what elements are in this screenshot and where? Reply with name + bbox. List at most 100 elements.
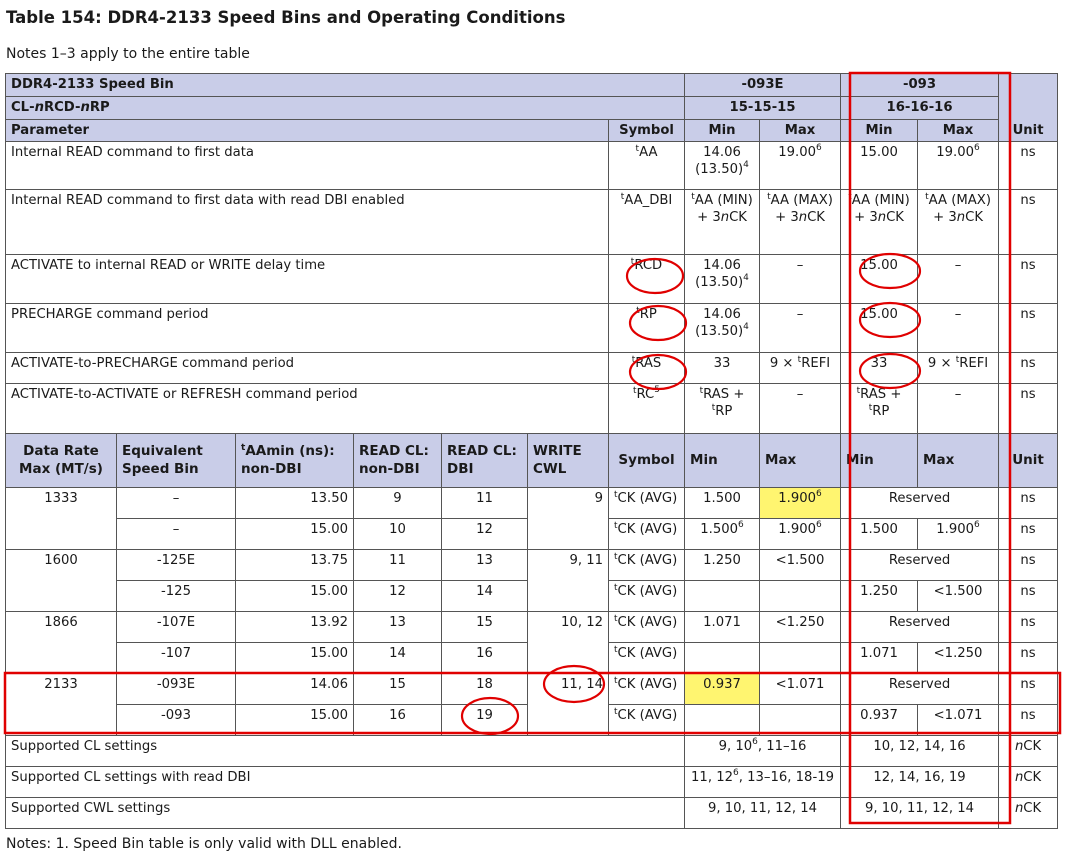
- tck-symbol: tCK (AVG): [607, 487, 686, 520]
- write-cwl-header: WRITE CWL: [527, 433, 609, 489]
- a-max: [759, 642, 842, 675]
- supported-a: 11, 126, 13–16, 18-19: [684, 766, 842, 799]
- b-max: <1.071: [917, 704, 1000, 737]
- taamin: 15.00: [235, 704, 354, 737]
- a-max: [759, 580, 842, 613]
- a-min-header-2: Min: [684, 433, 761, 489]
- supported-unit: nCK: [998, 797, 1059, 830]
- tck-symbol: tCK (AVG): [607, 704, 686, 737]
- a-max: <1.500: [759, 549, 842, 582]
- a-max: 1.9006: [759, 487, 842, 520]
- bin-a-header: -093E: [684, 73, 842, 97]
- b-min: 1.250: [840, 580, 919, 613]
- b-max: <1.500: [917, 580, 1000, 613]
- param-unit: ns: [998, 383, 1059, 435]
- speed-bin-table: DDR4-2133 Speed Bin -093E -093 Unit CL-n…: [4, 72, 1059, 830]
- param-b-min: 33: [840, 352, 919, 385]
- taamin: 15.00: [235, 642, 354, 675]
- b-max: 1.9006: [917, 518, 1000, 551]
- read-cl-header: READ CL: non-DBI: [353, 433, 442, 489]
- data-rate: 1866: [5, 611, 117, 675]
- param-b-min: 15.00: [840, 141, 919, 191]
- a-min: [684, 704, 761, 737]
- supported-b: 9, 10, 11, 12, 14: [840, 797, 1000, 830]
- taamin: 15.00: [235, 518, 354, 551]
- param-row: ACTIVATE-to-ACTIVATE or REFRESH command …: [5, 383, 1059, 435]
- param-a-min: 14.06 (13.50)4: [684, 303, 761, 354]
- equiv-bin: -107E: [116, 611, 236, 644]
- a-max: [759, 704, 842, 737]
- supported-b: 12, 14, 16, 19: [840, 766, 1000, 799]
- param-b-max: –: [917, 303, 1000, 354]
- param-name: ACTIVATE to internal READ or WRITE delay…: [5, 254, 609, 305]
- param-a-min: 33: [684, 352, 761, 385]
- b-max-header-2: Max: [917, 433, 1000, 489]
- read-cl-dbi: 18: [441, 673, 528, 706]
- write-cwl: 9, 11: [527, 549, 609, 613]
- param-b-max: –: [917, 383, 1000, 435]
- param-b-max: tAA (MAX) + 3nCK: [917, 189, 1000, 256]
- read-cl: 9: [353, 487, 442, 520]
- data-rate-header: Data Rate Max (MT/s): [5, 433, 117, 489]
- b-reserved: Reserved: [840, 549, 1000, 582]
- write-cwl: 10, 12: [527, 611, 609, 675]
- param-name: Internal READ command to first data with…: [5, 189, 609, 256]
- tck-symbol: tCK (AVG): [607, 518, 686, 551]
- param-row: ACTIVATE-to-PRECHARGE command period tRAS…: [5, 352, 1059, 385]
- param-name: Internal READ command to first data: [5, 141, 609, 191]
- param-row: Internal READ command to first data tAA 14…: [5, 141, 1059, 191]
- equiv-bin: -125E: [116, 549, 236, 582]
- unit: ns: [998, 487, 1059, 520]
- equiv-bin: –: [116, 518, 236, 551]
- unit: ns: [998, 673, 1059, 706]
- supported-label: Supported CL settings: [4, 735, 686, 768]
- param-a-min: 14.06 (13.50)4: [684, 254, 761, 305]
- param-symbol: tRC5: [607, 383, 686, 435]
- cl-b: 16-16-16: [840, 96, 1000, 120]
- b-min-header-2: Min: [840, 433, 919, 489]
- equiv-bin: -107: [116, 642, 236, 675]
- a-min: [684, 580, 761, 613]
- param-a-max: –: [759, 303, 842, 354]
- table-title: Table 154: DDR4-2133 Speed Bins and Oper…: [6, 8, 566, 27]
- param-name: PRECHARGE command period: [5, 303, 609, 354]
- param-name: ACTIVATE-to-ACTIVATE or REFRESH command …: [5, 383, 609, 435]
- param-symbol: tRCD: [607, 254, 686, 305]
- param-symbol: tRAS: [607, 352, 686, 385]
- taamin-header: tAAmin (ns): non-DBI: [235, 433, 354, 489]
- param-row: Internal READ command to first data with…: [5, 189, 1059, 256]
- param-b-min: tAA (MIN) + 3nCK: [840, 189, 919, 256]
- unit: ns: [998, 518, 1059, 551]
- param-b-min: 15.00: [840, 303, 919, 354]
- speed-row: 1600 -125E 13.75 11 13 9, 11 tCK (AVG) 1.250 <1.…: [5, 549, 1059, 613]
- param-a-min: tAA (MIN) + 3nCK: [684, 189, 761, 256]
- taamin: 14.06: [235, 673, 354, 706]
- unit: ns: [998, 611, 1059, 644]
- read-cl: 15: [353, 673, 442, 706]
- a-min: 1.5006: [684, 518, 761, 551]
- write-cwl: 11, 14: [527, 673, 609, 737]
- a-min: [684, 642, 761, 675]
- param-a-max: –: [759, 383, 842, 435]
- param-a-max: tAA (MAX) + 3nCK: [759, 189, 842, 256]
- equiv-bin: –: [116, 487, 236, 520]
- param-a-max: –: [759, 254, 842, 305]
- param-b-min: tRAS + tRP: [840, 383, 919, 435]
- supported-a: 9, 10, 11, 12, 14: [684, 797, 842, 830]
- read-cl-dbi: 13: [441, 549, 528, 582]
- a-min: 0.937: [684, 673, 761, 706]
- speed-row: 1866 -107E 13.92 13 15 10, 12 tCK (AVG) 1.071 <1…: [5, 611, 1059, 675]
- notes-footer: Notes: 1. Speed Bin table is only valid …: [6, 836, 402, 852]
- data-rate: 1600: [5, 549, 117, 613]
- taamin: 13.92: [235, 611, 354, 644]
- read-cl: 12: [353, 580, 442, 613]
- param-unit: ns: [998, 189, 1059, 256]
- supported-row: Supported CL settings 9, 106, 11–16 10, 12…: [4, 735, 1059, 768]
- supported-unit: nCK: [998, 766, 1059, 799]
- param-b-max: 19.006: [917, 141, 1000, 191]
- taamin: 13.75: [235, 549, 354, 582]
- tck-symbol: tCK (AVG): [607, 611, 686, 644]
- tck-symbol: tCK (AVG): [607, 642, 686, 675]
- param-symbol: tAA_DBI: [607, 189, 686, 256]
- parameter-header: Parameter: [5, 118, 609, 143]
